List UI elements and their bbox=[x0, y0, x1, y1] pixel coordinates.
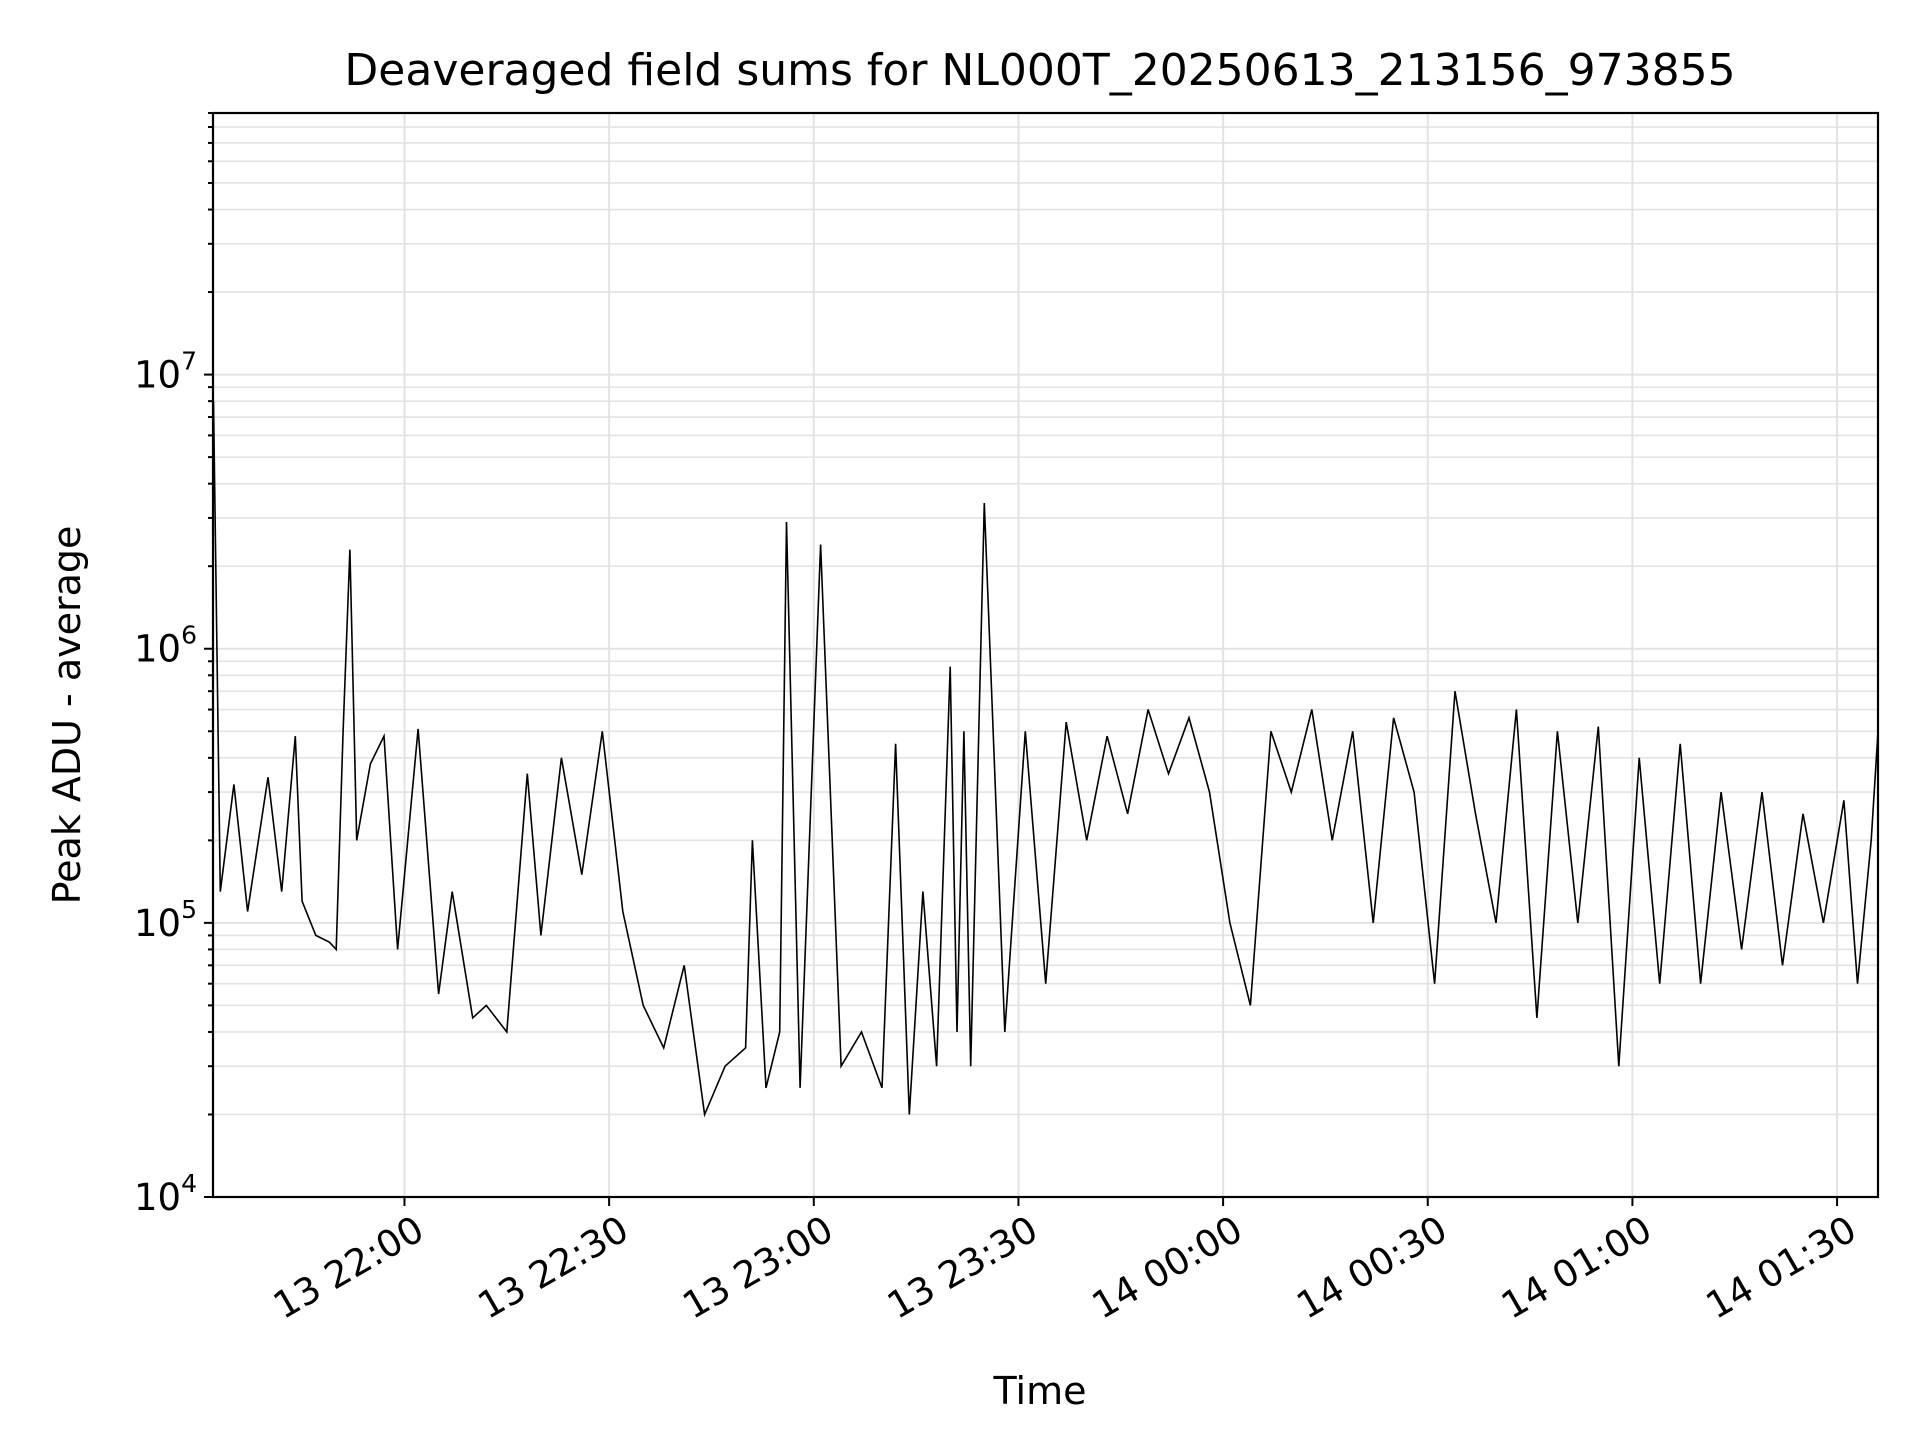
plot-frame bbox=[211, 111, 1880, 1199]
y-axis: 104 105 106 107 bbox=[134, 112, 213, 1219]
x-tick-label: 14 01:30 bbox=[1699, 1208, 1864, 1328]
x-tick-label: 13 23:30 bbox=[880, 1208, 1045, 1328]
x-tick-label: 14 00:00 bbox=[1085, 1208, 1250, 1328]
grid bbox=[213, 113, 1878, 1197]
series-line bbox=[213, 401, 1878, 1118]
y-tick-label: 107 bbox=[134, 347, 197, 397]
series-layer bbox=[213, 401, 1878, 1118]
x-axis: 13 22:00 13 22:30 13 23:00 13 23:30 14 00:00… bbox=[266, 1197, 1864, 1328]
x-tick-label: 13 23:00 bbox=[675, 1208, 840, 1328]
chart-title: Deaveraged field sums for NL000T_2025061… bbox=[344, 45, 1735, 96]
y-tick-label: 104 bbox=[134, 1169, 197, 1219]
y-tick-label: 105 bbox=[134, 895, 197, 945]
x-tick-label: 13 22:30 bbox=[471, 1208, 636, 1328]
x-tick-label: 13 22:00 bbox=[266, 1208, 431, 1328]
y-axis-label: Peak ADU - average bbox=[45, 526, 89, 905]
x-axis-label: Time bbox=[993, 1369, 1087, 1413]
y-tick-label: 106 bbox=[134, 621, 197, 671]
x-tick-label: 14 00:30 bbox=[1289, 1208, 1454, 1328]
x-tick-label: 14 01:00 bbox=[1494, 1208, 1659, 1328]
